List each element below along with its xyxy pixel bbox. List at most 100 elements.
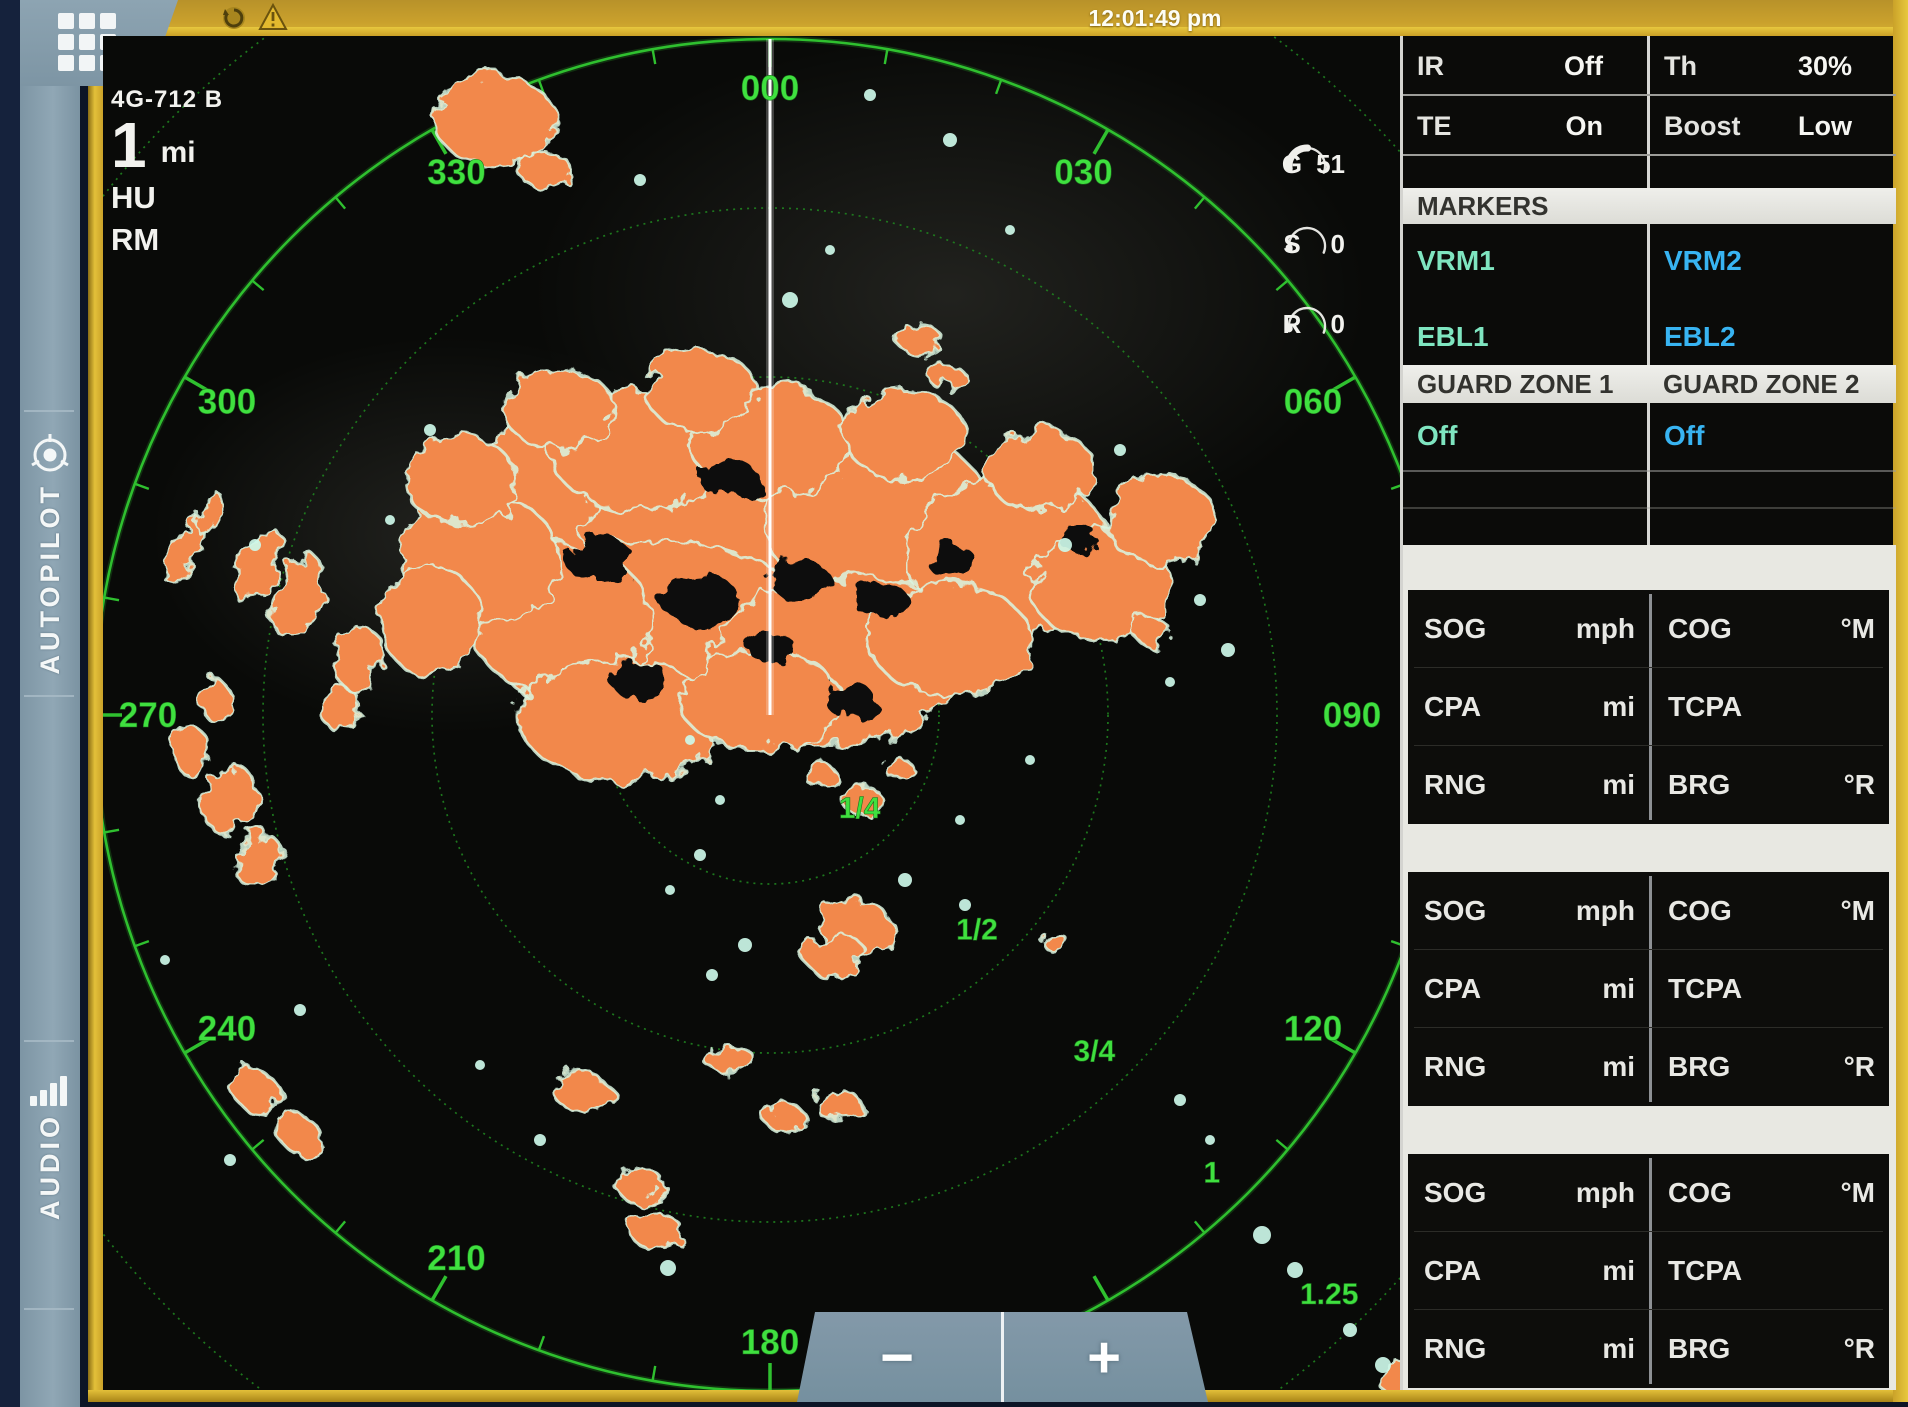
target-data-row: RNG mi BRG °R	[1408, 1028, 1889, 1106]
panel-divider	[1403, 507, 1896, 509]
target-field-sog: SOG mph	[1408, 1154, 1649, 1232]
target-row-divider	[1414, 1231, 1883, 1232]
radar-echo	[763, 1102, 807, 1134]
range-out-button[interactable]: −	[880, 1324, 914, 1390]
apps-grid-icon	[58, 13, 116, 71]
weak-echo	[1174, 1094, 1186, 1106]
panel-divider	[1403, 154, 1896, 156]
radar-echo	[320, 684, 360, 732]
target-field-unit: mi	[1602, 1333, 1635, 1364]
range-value: 1	[111, 109, 147, 181]
weak-echo	[1025, 755, 1035, 765]
marker-row: EBL1 EBL2	[1403, 308, 1896, 366]
radar-echo	[1103, 473, 1217, 567]
radar-echo	[553, 1073, 617, 1117]
guard-zone-1-value[interactable]: Off	[1403, 407, 1647, 465]
radar-echo	[433, 73, 557, 167]
gauge-arc-icon	[1285, 144, 1327, 174]
weak-echo	[782, 292, 798, 308]
radar-echo	[170, 724, 210, 776]
weak-echo	[943, 133, 957, 147]
marker-vrm2[interactable]: VRM2	[1650, 232, 1896, 290]
target-field-sog: SOG mph	[1408, 590, 1649, 668]
audio-bars-icon	[28, 1072, 72, 1113]
target-field-cpa: CPA mi	[1408, 668, 1649, 746]
setting-label: Th	[1664, 50, 1697, 81]
sidebar-item-autopilot[interactable]: AUTOPILOT	[20, 432, 80, 682]
marker-vrm1[interactable]: VRM1	[1403, 232, 1647, 290]
weak-echo	[685, 735, 695, 745]
target-field-unit: mi	[1602, 1255, 1635, 1286]
guard-zone-2-value[interactable]: Off	[1650, 407, 1896, 465]
marker-ebl2[interactable]: EBL2	[1650, 308, 1896, 366]
gauge-G[interactable]: G 51	[1279, 136, 1400, 192]
target-field-label: TCPA	[1668, 973, 1743, 1004]
weak-echo	[738, 938, 752, 952]
target-field-cpa: CPA mi	[1408, 1232, 1649, 1310]
bearing-label-300: 300	[198, 383, 256, 422]
target-field-cog: COG °M	[1652, 872, 1889, 950]
target-field-tcpa: TCPA	[1652, 950, 1889, 1028]
warning-icon[interactable]	[258, 2, 288, 36]
sidebar-divider	[24, 410, 74, 412]
target-field-label: COG	[1668, 895, 1732, 926]
settings-row: TE On Boost Low	[1403, 96, 1896, 156]
range-in-button[interactable]: +	[1087, 1324, 1121, 1390]
setting-label: IR	[1417, 50, 1444, 81]
radar-echo	[643, 348, 757, 432]
rotation-icon[interactable]	[220, 4, 248, 37]
radar-echo	[925, 361, 965, 389]
weak-echo	[665, 885, 675, 895]
target-block-3[interactable]: SOG mph COG °M CPA mi TCPA RNG mi BRG °R	[1408, 1154, 1889, 1388]
target-data-row: CPA mi TCPA	[1408, 950, 1889, 1028]
target-field-sog: SOG mph	[1408, 872, 1649, 950]
ring-label: 1	[1203, 1157, 1220, 1190]
target-field-unit: mph	[1575, 895, 1635, 926]
target-field-label: RNG	[1424, 769, 1487, 800]
marker-ebl1[interactable]: EBL1	[1403, 308, 1647, 366]
radar-echo	[868, 583, 1032, 697]
marker-row: VRM1 VRM2	[1403, 232, 1896, 290]
target-field-brg: BRG °R	[1652, 1310, 1889, 1388]
weak-echo	[1343, 1323, 1357, 1337]
target-block-divider	[1649, 594, 1652, 820]
radar-echo	[1130, 615, 1170, 645]
setting-te[interactable]: TE On	[1403, 96, 1647, 156]
target-field-label: TCPA	[1668, 691, 1743, 722]
target-block-2[interactable]: SOG mph COG °M CPA mi TCPA RNG mi BRG °R	[1408, 872, 1889, 1106]
bearing-label-240: 240	[198, 1010, 256, 1049]
bearing-label-030: 030	[1054, 153, 1112, 192]
radar-echo	[331, 623, 383, 691]
radar-echo	[840, 784, 884, 816]
weak-echo	[634, 174, 646, 186]
bearing-label-210: 210	[427, 1239, 485, 1278]
radar-echo	[197, 678, 233, 722]
setting-boost[interactable]: Boost Low	[1650, 96, 1896, 156]
gauge-value: 0	[1330, 308, 1345, 339]
target-data-row: CPA mi TCPA	[1408, 668, 1889, 746]
target-block-1[interactable]: SOG mph COG °M CPA mi TCPA RNG mi BRG °R	[1408, 590, 1889, 824]
radar-echo	[814, 1087, 862, 1123]
radar-echo	[233, 831, 283, 889]
sidebar-item-label: AUDIO	[34, 1113, 65, 1220]
weak-echo	[660, 1260, 676, 1276]
gauge-value: 0	[1330, 228, 1345, 259]
clock: 12:01:49 pm	[1088, 5, 1222, 31]
bearing-label-000: 000	[741, 69, 799, 108]
target-field-unit: mi	[1602, 691, 1635, 722]
weak-echo	[1375, 1357, 1391, 1373]
target-field-cpa: CPA mi	[1408, 950, 1649, 1028]
bearing-label-330: 330	[427, 153, 485, 192]
setting-th[interactable]: Th 30%	[1650, 36, 1896, 96]
marker-label: EBL2	[1664, 321, 1736, 352]
sidebar-item-audio[interactable]: AUDIO	[20, 1072, 80, 1282]
setting-ir[interactable]: IR Off	[1403, 36, 1647, 96]
settings-row: IR Off Th 30%	[1403, 36, 1896, 96]
window-frame	[88, 36, 103, 1402]
radar-source-label: 4G-712 B	[111, 86, 224, 113]
radar-ppi[interactable]: 000 030 060 090 120 180 210 240 270 300 330 1/4 1/2 3…	[103, 36, 1400, 1390]
target-field-unit: °R	[1843, 1333, 1875, 1364]
helm-icon	[27, 432, 73, 483]
